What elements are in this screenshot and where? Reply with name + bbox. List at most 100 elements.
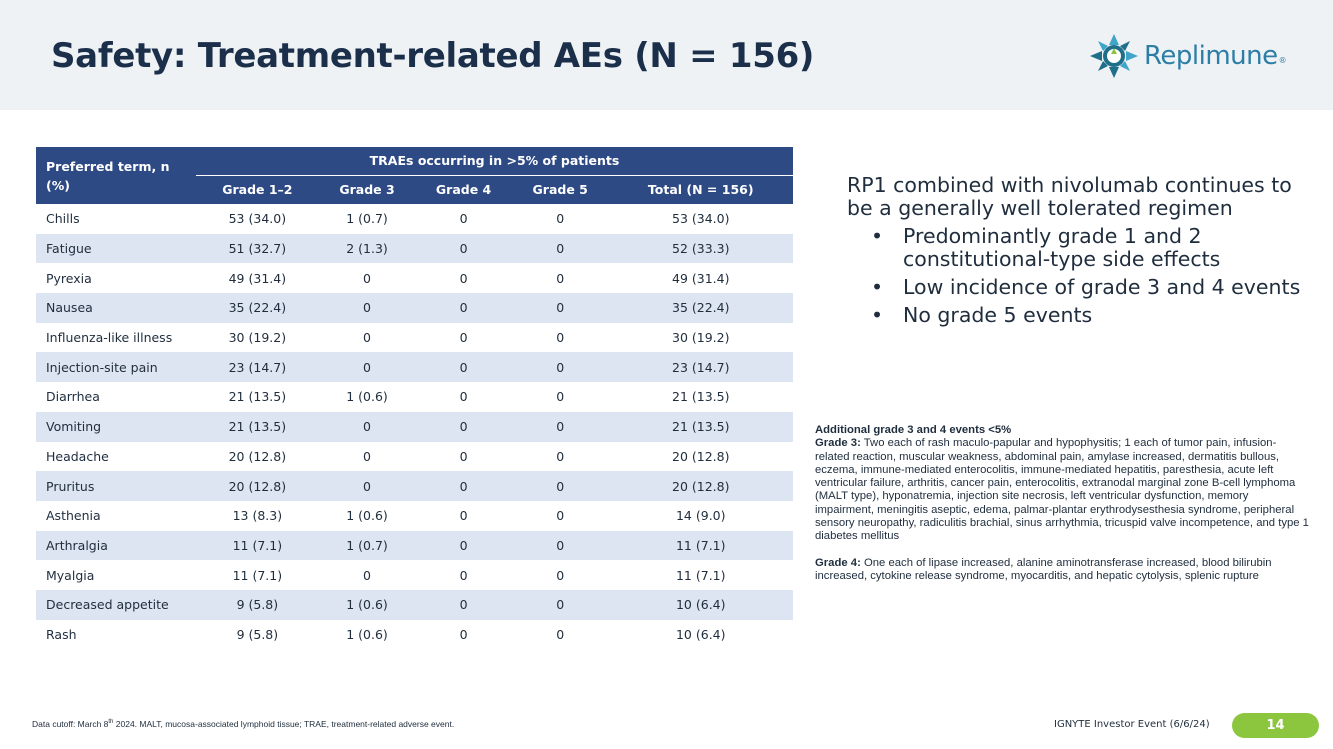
grade-5-cell: 0 [511,530,609,561]
grade-5-cell: 0 [556,626,565,642]
preferred-term-header: Preferred term, n (%) [36,147,196,204]
grade-4-cell: 0 [459,270,468,286]
trae-table: Preferred term, n (%) TRAEs occurring in… [36,147,793,649]
grade-3-cell: 1 (0.6) [318,589,416,620]
col-grade-4: Grade 4 [415,174,512,204]
slide-title: Safety: Treatment-related AEs (N = 156) [51,36,815,76]
term-cell: Pruritus [36,471,196,501]
summary-bullet: No grade 5 events [871,304,1317,328]
term-cell: Decreased appetite [36,589,196,620]
grade-4-cell: 0 [459,389,468,405]
grade-4-cell: 0 [459,330,468,346]
grade-3-cell: 2 (1.3) [318,233,416,264]
term-cell: Influenza-like illness [46,330,173,346]
grade-4-cell: 0 [415,411,512,442]
grade-1-2-cell: 9 (5.8) [236,626,279,642]
additional-events: Additional grade 3 and 4 events <5% Grad… [815,424,1310,583]
total-cell: 10 (6.4) [675,626,726,642]
table-row: Pruritus 20 (12.8) 0 0 0 20 (12.8) [36,471,793,501]
col-grade-3: Grade 3 [318,174,416,204]
col-grade-5: Grade 5 [511,174,609,204]
grade-1-2-cell: 20 (12.8) [196,471,319,501]
grade-1-2-cell: 20 (12.8) [228,448,287,464]
table-row: Nausea 35 (22.4) 0 0 0 35 (22.4) [36,293,793,323]
table-row: Influenza-like illness 30 (19.2) 0 0 0 3… [36,323,793,353]
table-row: Asthenia 13 (8.3) 1 (0.6) 0 0 14 (9.0) [36,501,793,531]
replimune-logo-mark-icon [1090,34,1138,78]
term-cell: Headache [46,448,109,464]
grade-1-2-cell: 9 (5.8) [196,589,319,620]
grade-3-text: Two each of rash maculo-papular and hypo… [815,437,1309,543]
replimune-logo: Replimune ® [1088,32,1287,80]
total-cell: 49 (31.4) [672,270,730,286]
grade-4-cell: 0 [459,448,468,464]
grade-4-cell: 0 [415,530,512,561]
grade-3-cell: 0 [318,411,416,442]
page-number: 14 [1266,718,1285,733]
total-cell: 20 (12.8) [672,448,730,464]
grade-3-label: Grade 3: [815,437,861,450]
grade-1-2-cell: 11 (7.1) [196,530,319,561]
total-cell: 35 (22.4) [608,293,793,323]
grade-4-paragraph: Grade 4: One each of lipase increased, a… [815,557,1310,584]
grade-1-2-cell: 49 (31.4) [228,270,287,286]
trae-span-header: TRAEs occurring in >5% of patients [196,147,793,175]
table-row: Decreased appetite 9 (5.8) 1 (0.6) 0 0 1… [36,589,793,620]
grade-4-text: One each of lipase increased, alanine am… [815,556,1272,582]
footnote-superscript: th [108,719,114,726]
grade-3-cell: 0 [363,270,371,286]
grade-1-2-cell: 30 (19.2) [228,330,287,346]
event-label: IGNYTE Investor Event (6/6/24) [1054,719,1210,730]
grade-5-cell: 0 [511,293,609,323]
total-cell: 21 (13.5) [672,389,730,405]
grade-5-cell: 0 [556,270,565,286]
grade-5-cell: 0 [556,389,565,405]
grade-5-cell: 0 [511,471,609,501]
header-band: Safety: Treatment-related AEs (N = 156) … [0,0,1333,110]
grade-1-2-cell: 35 (22.4) [196,293,319,323]
table-row: Pyrexia 49 (31.4) 0 0 0 49 (31.4) [36,263,793,293]
grade-3-cell: 1 (0.6) [346,626,388,642]
grade-5-cell: 0 [511,411,609,442]
term-cell: Myalgia [46,567,95,583]
grade-3-cell: 0 [363,567,371,583]
grade-3-cell: 0 [318,471,416,501]
col-total: Total (N = 156) [608,174,793,204]
term-cell: Asthenia [46,508,101,524]
total-cell: 20 (12.8) [608,471,793,501]
grade-5-cell: 0 [556,330,565,346]
grade-3-cell: 0 [363,448,371,464]
col-grade-1-2: Grade 1–2 [196,174,319,204]
term-cell: Chills [46,211,80,227]
grade-1-2-cell: 53 (34.0) [228,211,287,227]
term-cell: Vomiting [36,411,196,442]
total-cell: 14 (9.0) [675,508,726,524]
table-row: Rash 9 (5.8) 1 (0.6) 0 0 10 (6.4) [36,620,793,650]
grade-4-cell: 0 [459,211,468,227]
grade-4-cell: 0 [415,293,512,323]
table-row: Vomiting 21 (13.5) 0 0 0 21 (13.5) [36,411,793,442]
grade-3-cell: 0 [318,293,416,323]
grade-5-cell: 0 [511,352,609,383]
grade-4-label: Grade 4: [815,556,861,569]
grade-1-2-cell: 21 (13.5) [228,389,287,405]
total-cell: 30 (19.2) [672,330,730,346]
grade-3-paragraph: Grade 3: Two each of rash maculo-papular… [815,437,1310,543]
footnote-text-end: 2024. MALT, mucosa-associated lymphoid t… [113,719,455,729]
grade-4-cell: 0 [415,589,512,620]
term-cell: Diarrhea [46,389,100,405]
total-cell: 10 (6.4) [608,589,793,620]
grade-5-cell: 0 [511,589,609,620]
logo-wordmark: Replimune [1144,41,1278,71]
total-cell: 11 (7.1) [608,530,793,561]
grade-4-cell: 0 [415,233,512,264]
summary-lead: RP1 combined with nivolumab continues to… [847,173,1292,220]
grade-1-2-cell: 21 (13.5) [196,411,319,442]
grade-1-2-cell: 23 (14.7) [196,352,319,383]
table-row: Fatigue 51 (32.7) 2 (1.3) 0 0 52 (33.3) [36,233,793,264]
term-cell: Arthralgia [36,530,196,561]
footnote-text-start: Data cutoff: March 8 [32,719,109,729]
grade-3-cell: 1 (0.6) [346,389,388,405]
term-cell: Injection-site pain [36,352,196,383]
summary-block: RP1 combined with nivolumab continues to… [847,174,1317,332]
